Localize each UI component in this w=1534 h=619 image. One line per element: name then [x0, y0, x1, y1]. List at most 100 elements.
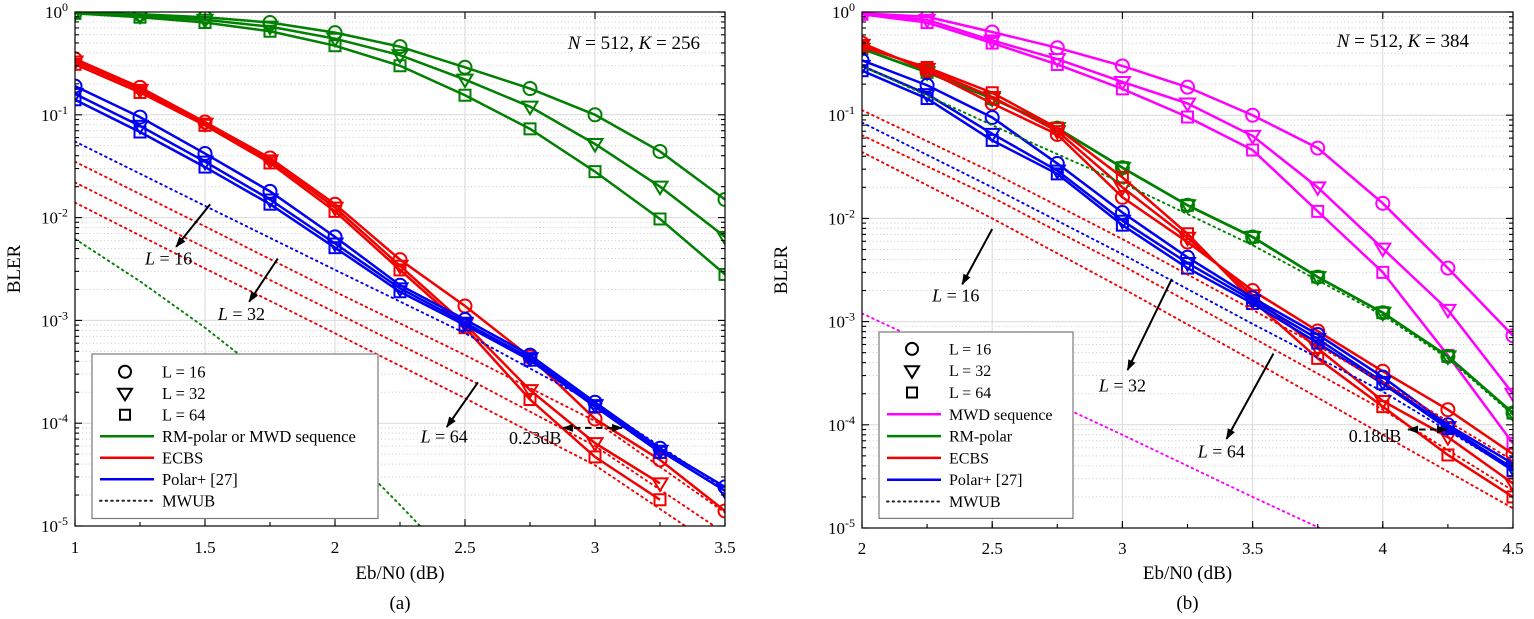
y-tick-label: 10-5	[828, 516, 855, 538]
chart-svg: 2 2.5 3 3.5 4 4.5 100 10-1 10-2 10-3 10-4 10-5 Eb/N0…	[771, 0, 1524, 614]
square-marker	[588, 450, 602, 464]
circle-marker	[905, 341, 919, 356]
legend-label: Polar+ [27]	[162, 470, 238, 489]
pointer-arrow	[1225, 353, 1275, 440]
triangle-marker	[862, 59, 872, 76]
x-tick-label: 3.5	[714, 538, 735, 557]
triangle-marker	[260, 20, 280, 37]
circle-marker	[587, 107, 603, 123]
series-mwub-blue	[862, 121, 1513, 471]
triangle-marker	[903, 365, 921, 380]
y-axis-label: BLER	[771, 245, 792, 294]
triangle-marker	[1503, 477, 1513, 493]
y-tick-label: 10-5	[41, 514, 68, 536]
square-marker	[920, 60, 934, 74]
y-tick-label: 100	[45, 0, 68, 22]
circle-marker	[919, 77, 935, 93]
square-marker	[263, 197, 277, 211]
square-marker	[653, 493, 667, 507]
circle-marker	[75, 78, 83, 94]
circle-marker	[1114, 189, 1130, 205]
square-marker	[1376, 265, 1390, 279]
series-polar-plus-L32	[75, 92, 725, 492]
series-ecbs-L16	[862, 41, 1513, 456]
pointer-arrow	[175, 203, 211, 248]
square-marker	[1441, 349, 1455, 363]
square-marker	[1181, 227, 1194, 241]
circle-marker	[1245, 107, 1261, 123]
series-mwub-red-1	[862, 109, 1513, 462]
pointer-arrow	[1126, 278, 1173, 371]
square-marker	[862, 64, 869, 78]
chart-svg: 1 1.5 2 2.5 3 3.5 100 10-1 10-2 10-3 10-4 10-5 Eb/N0…	[4, 0, 736, 614]
square-marker	[1506, 464, 1513, 478]
x-tick-label: 4.5	[1502, 539, 1523, 558]
circle-marker	[132, 109, 148, 125]
x-axis-label: Eb/N0 (dB)	[355, 563, 444, 584]
subplot-caption: (a)	[389, 593, 410, 614]
series-ecbs-L32	[862, 43, 1513, 485]
x-tick-label: 3	[591, 538, 600, 557]
circle-marker	[1180, 79, 1195, 95]
circle-marker	[118, 364, 132, 379]
y-tick-label: 10-4	[41, 411, 68, 433]
circle-marker	[1375, 195, 1391, 211]
y-tick-label: 10-4	[828, 413, 855, 435]
x-tick-label: 2	[858, 539, 867, 558]
circle-marker	[522, 81, 538, 97]
square-marker	[523, 353, 537, 367]
annotation-label: L = 32	[1098, 376, 1146, 396]
square-marker	[328, 204, 342, 218]
square-marker	[653, 212, 667, 226]
pointer-arrow	[445, 381, 479, 428]
series-ecbs-L32	[75, 60, 661, 485]
y-tick-label: 10-3	[828, 310, 855, 332]
square-marker	[1376, 377, 1390, 391]
legend-label: Polar+ [27]	[949, 472, 1022, 489]
triangle-marker	[917, 88, 937, 104]
annotation-label: L = 64	[1197, 442, 1245, 462]
circle-marker	[1440, 260, 1456, 276]
triangle-marker	[116, 387, 134, 403]
annotation-label: L = 16	[931, 285, 979, 305]
triangle-marker	[1373, 242, 1393, 259]
plot-title: N = 512, K = 384	[1336, 31, 1470, 52]
annotation-label: L = 16	[144, 249, 192, 269]
square-marker	[1506, 406, 1513, 420]
legend-label: ECBS	[162, 448, 203, 467]
square-marker	[906, 386, 918, 399]
axis-ticks	[861, 11, 1514, 529]
square-marker	[1050, 57, 1064, 71]
legend-box	[91, 353, 379, 520]
square-marker	[393, 263, 407, 277]
square-marker	[1311, 351, 1325, 365]
y-tick-label: 10-3	[41, 308, 68, 330]
square-marker	[1050, 121, 1064, 135]
series-mwd-L16	[862, 12, 1513, 337]
subplot-caption: (b)	[1176, 593, 1198, 614]
square-marker	[1050, 167, 1064, 181]
axis-ticks	[74, 11, 726, 527]
square-marker	[1311, 336, 1325, 350]
legend-label: ECBS	[949, 450, 989, 467]
legend-label: L = 16	[949, 341, 991, 358]
x-tick-label: 2	[331, 538, 340, 557]
square-marker	[1115, 82, 1129, 96]
legend-label: L = 16	[162, 362, 206, 381]
series-mwub-red-3	[862, 151, 1513, 510]
square-marker	[1115, 218, 1129, 232]
x-tick-label: 1.5	[194, 538, 215, 557]
triangle-marker	[1373, 395, 1393, 411]
chart-b-bler-vs-ebn0: 2 2.5 3 3.5 4 4.5 100 10-1 10-2 10-3 10-4 10-5 Eb/N0…	[767, 0, 1534, 619]
plot-area	[75, 12, 725, 526]
chart-a-bler-vs-ebn0: 1 1.5 2 2.5 3 3.5 100 10-1 10-2 10-3 10-4 10-5 Eb/N0…	[4, 0, 736, 614]
square-marker	[1506, 490, 1513, 504]
square-marker	[263, 24, 277, 38]
y-tick-label: 100	[832, 0, 855, 22]
circle-marker	[1505, 446, 1513, 462]
series-mwub-red-2	[75, 181, 716, 526]
pointer-arrow	[248, 257, 279, 303]
triangle-marker	[1243, 129, 1262, 146]
square-marker	[1441, 448, 1455, 462]
